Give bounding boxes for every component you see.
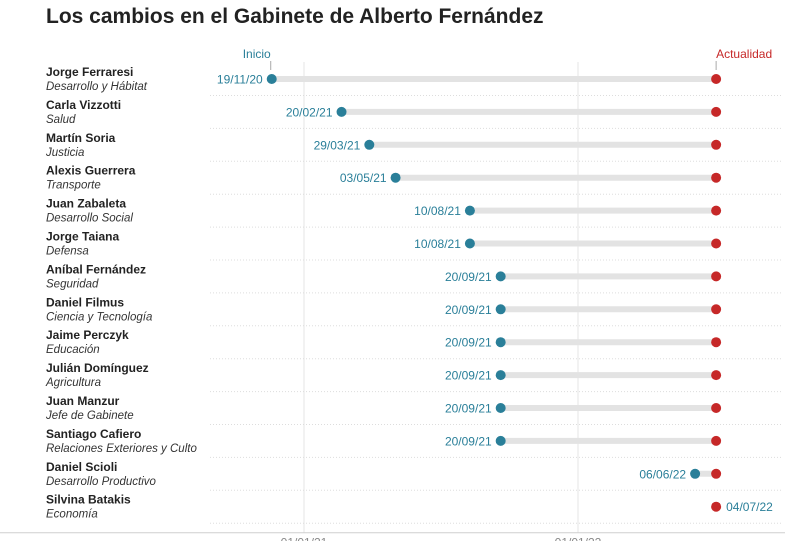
start-dot (390, 172, 401, 183)
start-dot (690, 468, 701, 479)
minister-role: Relaciones Exteriores y Culto (46, 443, 197, 455)
chart-title: Los cambios en el Gabinete de Alberto Fe… (46, 5, 544, 28)
start-date-label: 20/09/21 (445, 402, 492, 416)
minister-role: Justicia (45, 147, 84, 159)
start-dot (464, 205, 475, 216)
minister-name: Julián Domínguez (46, 361, 149, 375)
start-date-label: 20/09/21 (445, 434, 492, 448)
minister-name: Jaime Perczyk (46, 328, 129, 342)
minister-role: Agricultura (45, 377, 101, 389)
end-dot (711, 501, 722, 512)
minister-name: Juan Zabaleta (46, 197, 126, 211)
minister-role: Desarrollo Social (46, 213, 133, 225)
minister-role: Transporte (46, 180, 101, 192)
minister-role: Defensa (46, 246, 89, 258)
minister-name: Aníbal Fernández (46, 262, 146, 276)
start-date-label: 20/09/21 (445, 303, 492, 317)
end-dot (711, 468, 722, 479)
x-tick-label: 01/01/21 (281, 536, 328, 541)
start-dot (495, 370, 506, 381)
start-date-label: 20/09/21 (445, 270, 492, 284)
start-dot (266, 74, 277, 84)
end-dot (711, 139, 722, 150)
end-header-label: Actualidad (716, 47, 772, 61)
start-dot (495, 403, 506, 413)
start-date-label: 10/08/21 (414, 237, 461, 251)
start-date-label: 29/03/21 (314, 138, 361, 152)
minister-role: Desarrollo Productivo (46, 476, 157, 488)
end-dot (711, 304, 722, 315)
start-date-label: 04/07/22 (726, 500, 773, 514)
end-dot (711, 172, 722, 183)
end-dot (711, 337, 722, 348)
end-dot (711, 370, 722, 381)
minister-role: Jefe de Gabinete (45, 410, 134, 422)
start-date-label: 20/02/21 (286, 105, 333, 119)
start-date-label: 10/08/21 (414, 204, 461, 218)
start-date-label: 20/09/21 (445, 369, 492, 383)
minister-role: Salud (46, 114, 76, 126)
end-dot (711, 238, 722, 249)
end-dot (711, 403, 722, 413)
start-dot (495, 304, 506, 315)
end-dot (711, 271, 722, 282)
minister-name: Silvina Batakis (46, 493, 131, 507)
minister-role: Educación (46, 344, 100, 356)
start-dot (336, 106, 347, 117)
start-date-label: 06/06/22 (639, 467, 686, 481)
minister-role: Desarrollo y Hábitat (46, 81, 148, 93)
start-dot (495, 435, 506, 446)
end-dot (711, 106, 722, 117)
x-tick-label: 01/01/22 (555, 536, 602, 541)
minister-name: Alexis Guerrera (46, 164, 136, 178)
end-dot (711, 205, 722, 216)
minister-name: Juan Manzur (46, 394, 120, 408)
start-date-label: 03/05/21 (340, 171, 387, 185)
end-dot (711, 74, 722, 84)
minister-role: Ciencia y Tecnología (46, 311, 152, 323)
minister-name: Jorge Taiana (46, 230, 119, 244)
end-dot (711, 435, 722, 446)
start-date-label: 20/09/21 (445, 336, 492, 350)
start-dot (495, 271, 506, 282)
minister-role: Seguridad (46, 278, 99, 290)
start-dot (464, 238, 475, 249)
start-dot (364, 139, 375, 150)
minister-name: Martín Soria (46, 131, 116, 145)
minister-name: Carla Vizzotti (46, 98, 121, 112)
start-date-label: 19/11/20 (217, 73, 263, 87)
minister-name: Daniel Scioli (46, 460, 117, 474)
minister-role: Economía (46, 509, 98, 521)
minister-name: Jorge Ferraresi (46, 65, 133, 79)
start-dot (495, 337, 506, 348)
minister-name: Daniel Filmus (46, 295, 124, 309)
minister-name: Santiago Cafiero (46, 427, 141, 441)
start-header-label: Inicio (243, 47, 271, 61)
